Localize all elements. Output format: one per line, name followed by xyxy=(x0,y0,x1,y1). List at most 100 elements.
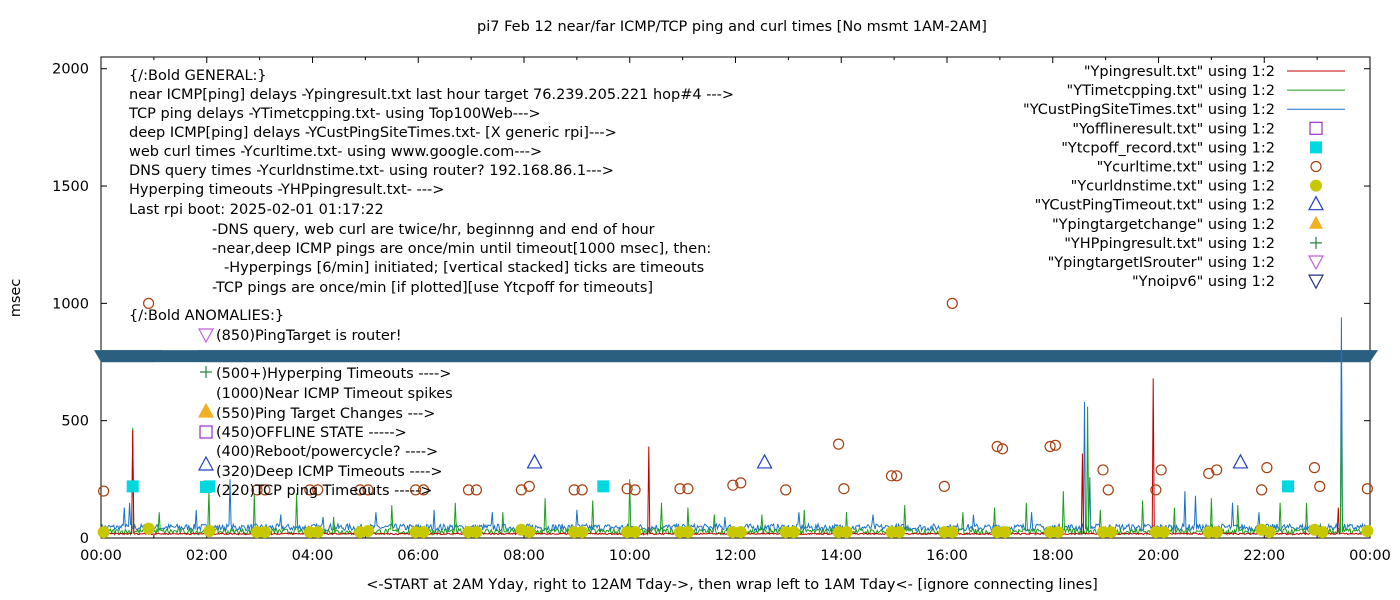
curl-point xyxy=(410,484,422,496)
annotation-line: near ICMP[ping] delays -Ypingresult.txt … xyxy=(129,87,734,103)
curl-point xyxy=(304,484,316,496)
legend-label: "Ypingtargetchange" using 1:2 xyxy=(1052,217,1275,233)
annotations: {/:Bold GENERAL:} near ICMP[ping] delays … xyxy=(128,68,734,499)
marker-offline xyxy=(199,425,213,439)
curl-point xyxy=(1150,484,1162,496)
legend-label: "Ycurltime.txt" using 1:2 xyxy=(1097,160,1275,176)
legend-swatch xyxy=(1310,179,1322,192)
curl-point xyxy=(1049,439,1061,451)
y-tick-label: 0 xyxy=(80,531,89,547)
y-tick-label: 500 xyxy=(61,414,89,430)
legend-label: "Ycurldnstime.txt" using 1:2 xyxy=(1071,179,1275,195)
legend-label: "Ytcpoff_record.txt" using 1:2 xyxy=(1061,140,1275,156)
legend-entry: "Ytcpoff_record.txt" using 1:2 xyxy=(1061,140,1322,156)
annotation-line: -DNS query, web curl are twice/hr, begin… xyxy=(212,222,655,238)
x-tick-label: 20:00 xyxy=(1138,548,1180,564)
marker-deep-timeout xyxy=(197,455,215,471)
curl-point xyxy=(354,484,366,496)
x-tick-label: 04:00 xyxy=(292,548,334,564)
curl-point xyxy=(362,484,374,496)
annotation-line: web curl times -Ycurltime.txt- using www… xyxy=(129,144,542,160)
annotation-line: Last rpi boot: 2025-02-01 01:17:22 xyxy=(129,202,384,218)
annotation-line: (400)Reboot/powercycle? ----> xyxy=(216,444,438,460)
annotation-line: -Hyperpings [6/min] initiated; [vertical… xyxy=(224,260,704,276)
curl-point xyxy=(251,484,263,496)
curl-point xyxy=(1314,480,1326,492)
dns-point xyxy=(1210,526,1223,539)
curl-point xyxy=(568,484,580,496)
y-tick-label: 1000 xyxy=(52,296,89,312)
dns-point xyxy=(576,526,589,539)
annotation-line: -near,deep ICMP pings are once/min until… xyxy=(212,241,711,257)
dns-point xyxy=(681,526,694,539)
legend-entry: "Yofflineresult.txt" using 1:2 xyxy=(1072,121,1323,137)
legend-label: "YpingtargetISrouter" using 1:2 xyxy=(1048,255,1275,271)
chart-title: pi7 Feb 12 near/far ICMP/TCP ping and cu… xyxy=(477,19,987,35)
legend-entry: "YCustPingTimeout.txt" using 1:2 xyxy=(1035,195,1325,214)
curl-point xyxy=(142,297,155,309)
legend-entry: "Ycurltime.txt" using 1:2 xyxy=(1097,160,1322,176)
x-tick-label: 14:00 xyxy=(820,548,862,564)
curl-point xyxy=(727,479,739,491)
curl-point xyxy=(1097,464,1109,476)
annotation-line: TCP ping delays -YTimetcpping.txt- using… xyxy=(128,106,541,122)
legend-swatch xyxy=(1310,141,1322,154)
labels: 0 500 1000 1500 2000 00:00 02:00 04:00 06:00 08:0… xyxy=(8,19,1391,593)
curl-point xyxy=(1211,464,1223,476)
dns-point xyxy=(787,526,800,539)
curl-point xyxy=(259,484,271,496)
marker-target-change xyxy=(197,402,215,418)
marker-router xyxy=(197,328,215,344)
dns-point xyxy=(470,526,483,539)
curl-point xyxy=(1155,464,1167,476)
legend-entry: "Ynoipv6" using 1:2 xyxy=(1132,274,1325,290)
curl-point xyxy=(1102,484,1114,496)
annotation-line: (1000)Near ICMP Timeout spikes xyxy=(216,386,453,402)
annotation-line: deep ICMP[ping] delays -YCustPingSiteTim… xyxy=(129,125,617,141)
curl-point xyxy=(621,483,633,495)
annotation-line: -TCP pings are once/min [if plotted][use… xyxy=(212,280,653,296)
tcpoff-point xyxy=(597,480,610,493)
legend-label: "Ypingresult.txt" using 1:2 xyxy=(1084,64,1275,80)
band-overlay xyxy=(94,350,1378,363)
legend-entry: "YTimetcpping.txt" using 1:2 xyxy=(1067,83,1345,99)
dns-point xyxy=(1052,526,1065,539)
marker-tcp-timeout xyxy=(200,481,212,493)
dns-point xyxy=(97,526,110,539)
annotation-line: (550)Ping Target Changes ---> xyxy=(216,406,435,422)
points-layer xyxy=(97,297,1374,539)
curl-point xyxy=(891,470,903,482)
x-tick-label: 06:00 xyxy=(397,548,439,564)
x-tick-label: 10:00 xyxy=(609,548,651,564)
annotation-line: Hyperping timeouts -YHPpingresult.txt- -… xyxy=(129,182,444,198)
dns-point xyxy=(362,524,375,537)
y-tick-label: 1500 xyxy=(52,179,89,195)
curl-point xyxy=(1361,483,1373,495)
legend-label: "YCustPingSiteTimes.txt" using 1:2 xyxy=(1023,102,1275,118)
y-axis-label: msec xyxy=(8,279,24,318)
legend-swatch xyxy=(1309,121,1323,135)
curl-point xyxy=(682,483,694,495)
legend-swatch xyxy=(1309,215,1323,229)
legend-swatch xyxy=(1307,195,1325,211)
tcpoff-point xyxy=(1282,480,1295,493)
curl-point xyxy=(885,470,898,482)
curl-point xyxy=(996,443,1009,455)
annotation-line: {/:Bold GENERAL:} xyxy=(129,68,267,84)
curl-point xyxy=(1256,484,1268,496)
annotation-line: DNS query times -Ycurldnstime.txt- using… xyxy=(129,163,614,179)
legend-label: "YTimetcpping.txt" using 1:2 xyxy=(1067,83,1275,99)
legend-label: "Yofflineresult.txt" using 1:2 xyxy=(1072,121,1275,137)
dns-point xyxy=(734,526,747,539)
legend-swatch xyxy=(1307,255,1325,271)
annotation-line: (450)OFFLINE STATE -----> xyxy=(216,425,407,441)
curl-point xyxy=(1044,440,1056,453)
dns-point xyxy=(417,526,430,539)
legend-label: "YCustPingTimeout.txt" using 1:2 xyxy=(1035,198,1275,214)
x-tick-label: 12:00 xyxy=(715,548,757,564)
x-tick-label: 00:00 xyxy=(1349,548,1391,564)
curl-point xyxy=(576,484,588,496)
dns-point xyxy=(946,526,959,539)
curl-point xyxy=(938,480,950,492)
